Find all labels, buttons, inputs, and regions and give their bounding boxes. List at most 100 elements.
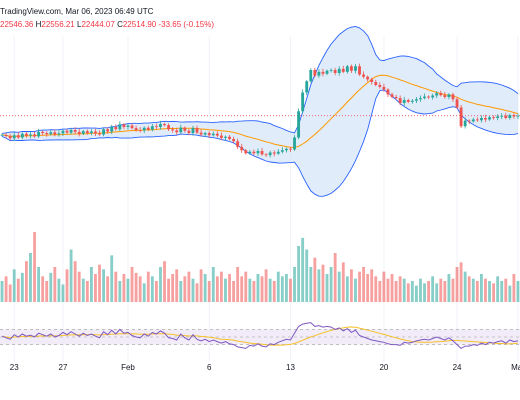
volume-bar [313, 257, 317, 302]
volume-bar [435, 283, 439, 302]
open-value: 22546.36 [0, 20, 34, 29]
candle-body [154, 126, 158, 128]
volume-bar [53, 267, 57, 302]
volume-bar [492, 283, 496, 302]
candle-body [183, 127, 187, 131]
volume-bar [439, 278, 443, 302]
candle-body [45, 133, 49, 135]
x-tick-label: Mar [511, 363, 520, 372]
volume-bar [459, 262, 463, 302]
candle-body [85, 131, 89, 133]
volume-bar [69, 249, 73, 302]
candle-body [187, 130, 191, 133]
candle-body [256, 151, 260, 154]
volume-bar [81, 278, 85, 302]
candle-body [321, 71, 325, 74]
candle-body [508, 115, 512, 118]
source-text: TradingView.com, Mar 06, 2023 06:49 UTC [0, 7, 154, 16]
candle-body [215, 133, 219, 136]
candle-body [305, 81, 309, 93]
volume-bar [374, 276, 378, 302]
volume-bar [228, 274, 231, 302]
candle-body [207, 133, 211, 136]
candle-body [118, 124, 122, 130]
candle-body [512, 115, 516, 117]
volume-bar [309, 267, 313, 302]
candle-body [224, 136, 227, 138]
volume-bar [110, 255, 114, 302]
volume-bar [504, 278, 508, 302]
volume-bar [419, 278, 422, 302]
volume-bar [394, 281, 398, 302]
volume-bar [24, 261, 28, 302]
candle-body [516, 115, 520, 117]
candle-body [89, 131, 93, 133]
candle-body [398, 98, 402, 103]
close-label: C [117, 20, 123, 29]
candle-body [179, 127, 183, 133]
volume-bar [488, 281, 491, 302]
volume-bar [354, 278, 357, 302]
volume-bar [154, 281, 158, 302]
candle-body [81, 131, 85, 134]
bollinger-fill [2, 26, 518, 197]
candle-body [0, 134, 4, 136]
candle-body [431, 95, 435, 98]
volume-bar [12, 269, 16, 302]
volume-bar [89, 267, 93, 302]
candle-body [130, 125, 134, 129]
volume-bar [463, 271, 467, 302]
candle-body [492, 117, 496, 119]
candle-body [4, 134, 8, 136]
candle-body [374, 82, 378, 85]
volume-bar [175, 269, 179, 302]
volume-bar [118, 281, 122, 302]
candle-body [268, 152, 272, 156]
volume-bar [41, 276, 45, 302]
volume-bar [362, 267, 366, 302]
candle-body [349, 66, 353, 71]
candle-body [49, 132, 53, 135]
volume-bar [114, 271, 118, 302]
volume-bar [199, 269, 203, 302]
candle-body [203, 133, 207, 135]
volume-bar [179, 281, 183, 302]
volume-bar [370, 269, 374, 302]
candle-body [126, 125, 130, 127]
candle-body [284, 148, 288, 151]
volume-bar [471, 278, 475, 302]
volume-bar [16, 278, 20, 302]
volume-bar [248, 278, 252, 302]
volume-bar [427, 281, 431, 302]
volume-bar [500, 281, 504, 302]
volume-bar [57, 278, 61, 302]
volume-bar [475, 281, 479, 302]
volume-bar [187, 271, 191, 302]
bollinger-upper-band [1, 26, 519, 134]
volume-bar [402, 278, 406, 302]
candle-body [280, 150, 284, 152]
volume-bar [159, 267, 162, 302]
candle-body [159, 124, 162, 127]
candle-body [435, 93, 439, 96]
candle-body [443, 95, 447, 97]
volume-bar [284, 274, 288, 302]
volume-bar [211, 267, 215, 302]
volume-bar [386, 278, 390, 302]
volume-bar [349, 269, 353, 302]
volume-bar [8, 284, 12, 302]
volume-bar [321, 264, 325, 302]
volume-bar [122, 274, 126, 302]
volume-bar [244, 271, 248, 302]
volume-bar [280, 276, 284, 302]
candle-body [313, 70, 317, 76]
volume-bar [203, 274, 207, 302]
volume-bar [207, 281, 211, 302]
volume-bar [77, 271, 81, 302]
candle-body [390, 94, 394, 97]
volume-bar [337, 271, 341, 302]
candle-body [463, 120, 467, 127]
candle-body [150, 126, 154, 130]
volume-bar [516, 281, 520, 302]
